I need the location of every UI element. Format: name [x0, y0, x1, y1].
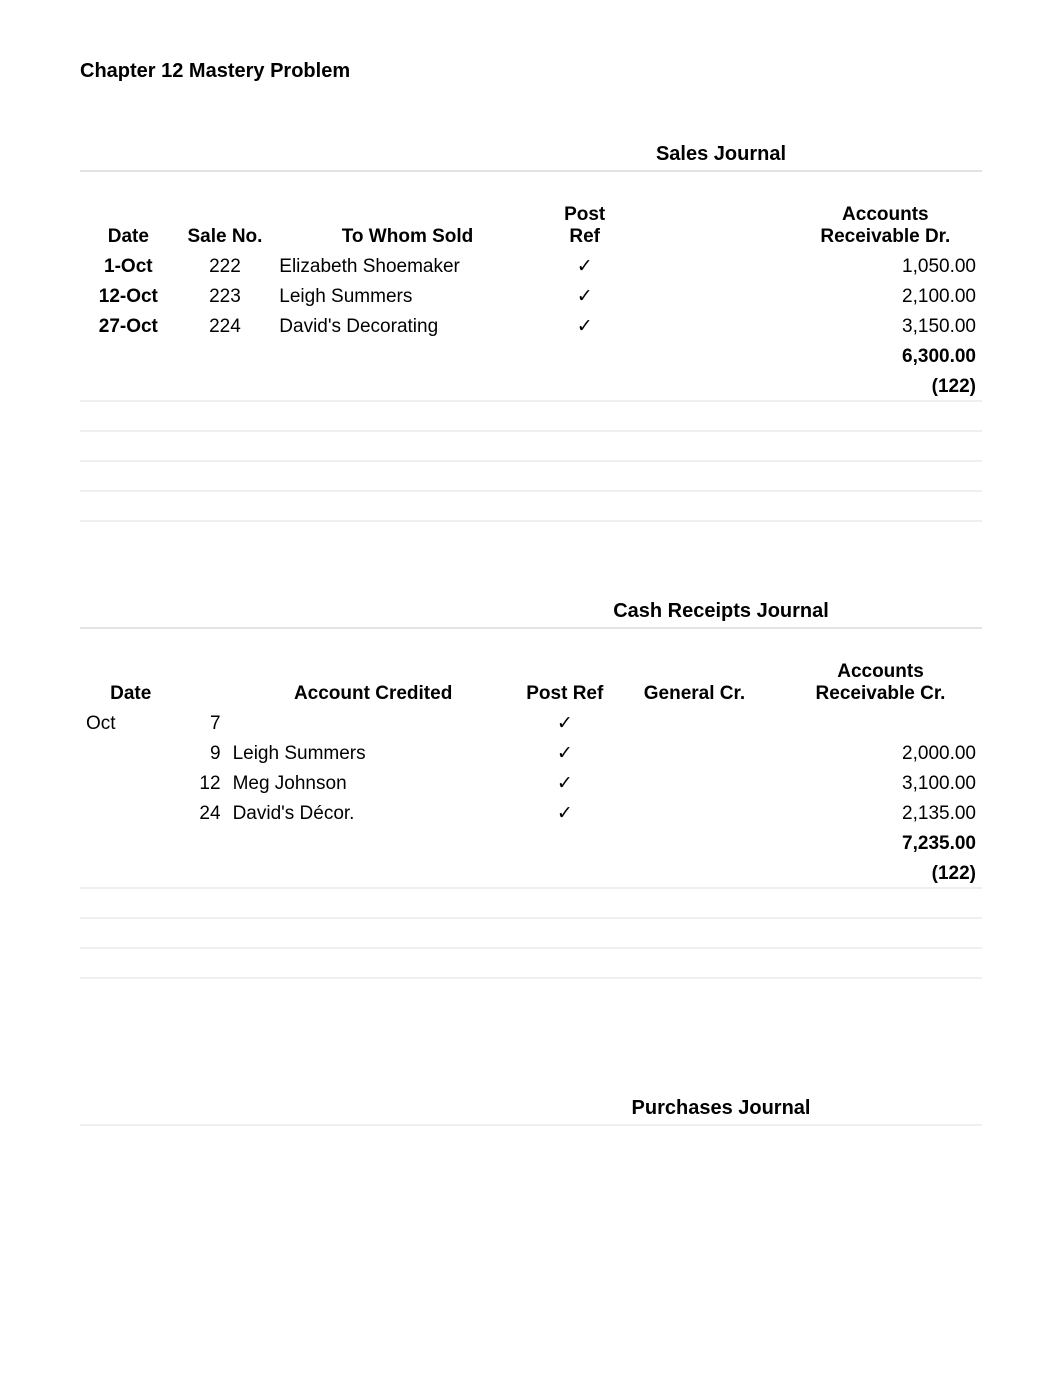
cell-date: 1-Oct	[80, 250, 177, 280]
purchases-journal-table	[80, 1124, 982, 1154]
cell-account: Leigh Summers	[227, 737, 520, 767]
cell-ref: ✓	[520, 707, 610, 737]
cell-amount: 1,050.00	[789, 250, 982, 280]
col-date: Date	[80, 659, 181, 707]
ref-row: (122)	[80, 857, 982, 888]
cell-month: Oct	[80, 707, 181, 737]
table-row: Oct 7 ✓	[80, 707, 982, 737]
table-row: 27-Oct 224 David's Decorating ✓ 3,150.00	[80, 310, 982, 340]
col-ar-cr: Accounts Receivable Cr.	[779, 659, 982, 707]
table-row: 12-Oct 223 Leigh Summers ✓ 2,100.00	[80, 280, 982, 310]
purchases-journal-title: Purchases Journal	[460, 1097, 982, 1120]
cell-account: David's Décor.	[227, 797, 520, 827]
col-account-credited: Account Credited	[227, 659, 520, 707]
cell-account	[227, 707, 520, 737]
cell-ref: ✓	[542, 250, 628, 280]
cell-day: 7	[181, 707, 226, 737]
col-post-ref: Post Ref	[542, 202, 628, 250]
table-row: 1-Oct 222 Elizabeth Shoemaker ✓ 1,050.00	[80, 250, 982, 280]
cell-account: Meg Johnson	[227, 767, 520, 797]
sales-journal-title: Sales Journal	[460, 143, 982, 166]
total-amount: 7,235.00	[779, 827, 982, 857]
cell-ref: ✓	[542, 310, 628, 340]
cell-sale-no: 224	[177, 310, 274, 340]
cell-date: 27-Oct	[80, 310, 177, 340]
cell-sale-no: 223	[177, 280, 274, 310]
total-row: 6,300.00	[80, 340, 982, 370]
cell-sale-no: 222	[177, 250, 274, 280]
sales-journal-table: Date Sale No. To Whom Sold Post Ref Acco…	[80, 170, 982, 550]
cash-receipts-journal-table: Date Account Credited Post Ref General C…	[80, 627, 982, 1007]
account-ref: (122)	[779, 857, 982, 888]
table-row: 12 Meg Johnson ✓ 3,100.00	[80, 767, 982, 797]
col-general-cr: General Cr.	[610, 659, 779, 707]
table-row: 24 David's Décor. ✓ 2,135.00	[80, 797, 982, 827]
table-row: 9 Leigh Summers ✓ 2,000.00	[80, 737, 982, 767]
cell-amount: 2,135.00	[779, 797, 982, 827]
cash-receipts-journal-title: Cash Receipts Journal	[460, 600, 982, 623]
cell-ref: ✓	[542, 280, 628, 310]
cell-date: 12-Oct	[80, 280, 177, 310]
cell-day: 9	[181, 737, 226, 767]
ref-row: (122)	[80, 370, 982, 401]
cell-ref: ✓	[520, 797, 610, 827]
cell-ref: ✓	[520, 737, 610, 767]
cell-whom: David's Decorating	[273, 310, 541, 340]
cell-amount: 3,150.00	[789, 310, 982, 340]
col-sale-no: Sale No.	[177, 202, 274, 250]
cell-amount: 3,100.00	[779, 767, 982, 797]
cell-ref: ✓	[520, 767, 610, 797]
account-ref: (122)	[789, 370, 982, 401]
cell-amount: 2,100.00	[789, 280, 982, 310]
total-row: 7,235.00	[80, 827, 982, 857]
col-ar-dr: Accounts Receivable Dr.	[789, 202, 982, 250]
cell-amount: 2,000.00	[779, 737, 982, 767]
page-title: Chapter 12 Mastery Problem	[80, 60, 982, 83]
cell-whom: Leigh Summers	[273, 280, 541, 310]
col-date: Date	[80, 202, 177, 250]
cell-amount	[779, 707, 982, 737]
total-amount: 6,300.00	[789, 340, 982, 370]
cell-whom: Elizabeth Shoemaker	[273, 250, 541, 280]
cell-day: 12	[181, 767, 226, 797]
col-post-ref: Post Ref	[520, 659, 610, 707]
cell-day: 24	[181, 797, 226, 827]
col-to-whom: To Whom Sold	[273, 202, 541, 250]
